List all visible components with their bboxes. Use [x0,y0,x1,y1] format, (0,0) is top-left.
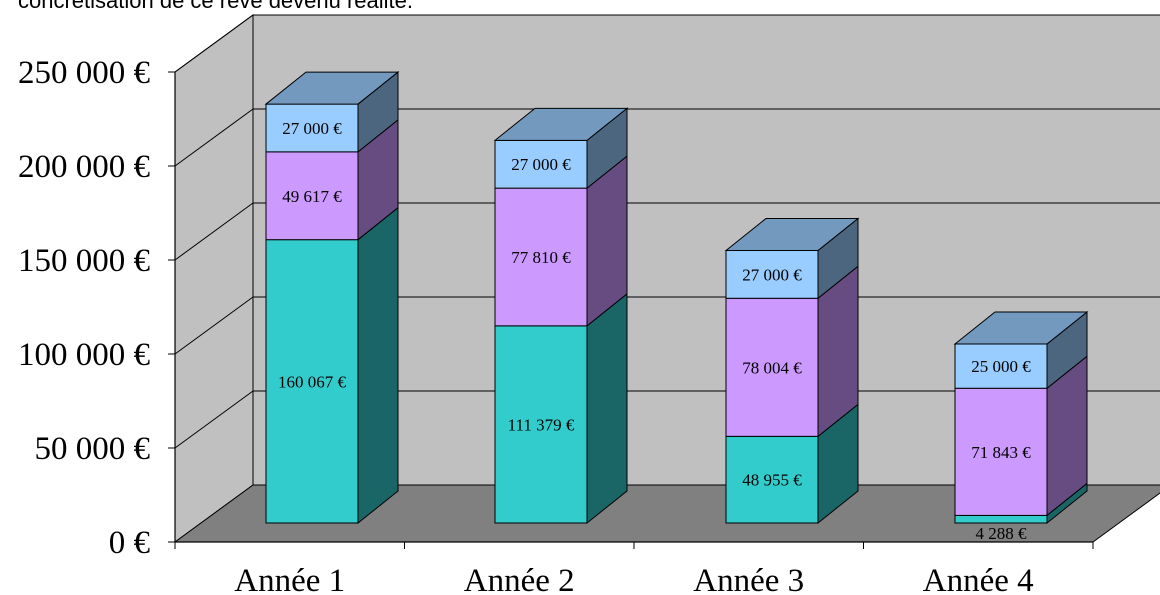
data-label: 71 843 € [971,443,1031,462]
bar-segment [265,151,359,241]
bar-segment [954,514,1048,524]
bar-segment [954,387,1048,516]
x-category-label: Année 1 [234,563,345,595]
bar-segment-side [357,206,399,525]
y-tick-label: 200 000 € [18,149,150,185]
bar-segment [494,139,588,189]
x-category-label: Année 2 [464,563,575,595]
side-wall [174,14,254,543]
data-label: 27 000 € [282,119,342,138]
data-label: 25 000 € [971,357,1031,376]
data-label: 160 067 € [278,372,347,391]
data-label: 27 000 € [511,155,571,174]
data-label: 49 617 € [282,187,342,206]
bar-segment [954,343,1048,389]
bar-segment [265,103,359,153]
y-tick-label: 150 000 € [18,243,150,279]
x-category-label: Année 3 [693,563,804,595]
y-tick-label: 0 € [109,525,150,561]
bar-top-face [493,107,629,141]
x-category-label: Année 4 [923,563,1034,595]
data-label: 27 000 € [742,265,802,284]
bars [264,71,1089,525]
gridlines [174,14,1160,449]
y-tick-label: 250 000 € [18,55,150,91]
bar-segment [725,297,819,437]
bar-segment [725,435,819,524]
bar-segment [265,239,359,524]
bar-top-face [724,217,860,251]
bar-segment [725,249,819,299]
gridline-side [174,14,254,73]
data-label: 4 288 € [976,524,1028,543]
bar-segment-side [586,292,628,525]
bar-top-face [264,71,400,105]
gridline-side [174,202,254,261]
bar-top-face [953,311,1089,345]
bar-segment [494,325,588,524]
gridline-side [174,296,254,355]
gridline-side [174,108,254,167]
data-label: 77 810 € [511,248,571,267]
data-label: 111 379 € [508,415,575,434]
gridline-side [174,390,254,449]
data-label: 78 004 € [742,358,802,377]
chart-walls [173,14,1160,543]
y-tick-label: 100 000 € [18,337,150,373]
y-tick-label: 50 000 € [35,431,151,467]
labels: 0 € 50 000 € 100 000 € 150 000 € 200 000 € 25… [18,55,1034,595]
bar-segment [494,187,588,327]
axes [168,71,1094,549]
data-label: 48 955 € [742,471,802,490]
chart-caption: concrétisation de ce rêve devenu réalité… [18,0,414,13]
